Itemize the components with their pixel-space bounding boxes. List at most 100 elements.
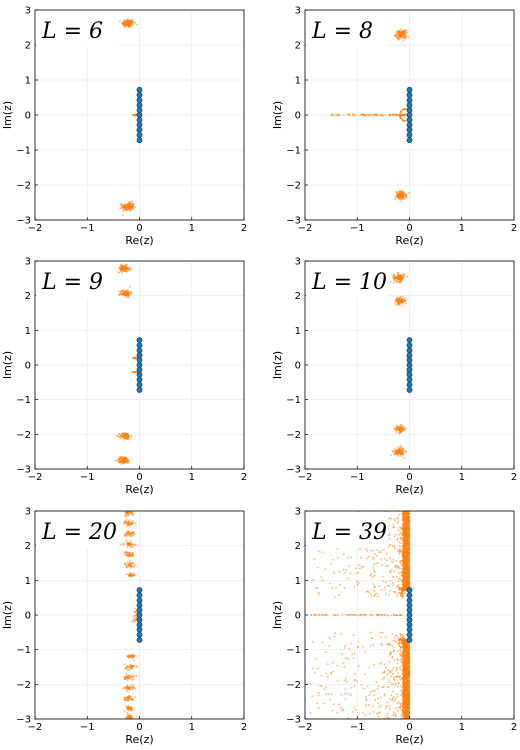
eigenvalue-point bbox=[120, 266, 122, 269]
eigenvalue-point bbox=[396, 296, 399, 299]
eigenvalue-point bbox=[122, 22, 125, 24]
eigenvalue-point bbox=[129, 715, 132, 718]
eigenvalue-point bbox=[397, 33, 399, 36]
eigenvalue-point bbox=[401, 276, 403, 279]
eigenvalue-point bbox=[126, 534, 128, 537]
eigenvalue-point bbox=[408, 569, 411, 572]
eigenvalue-point bbox=[134, 607, 136, 610]
eigenvalue-point bbox=[124, 434, 126, 437]
eigenvalue-point bbox=[129, 525, 132, 528]
eigenvalue-point bbox=[404, 569, 406, 572]
eigenvalue-point bbox=[405, 556, 408, 559]
eigenvalue-point bbox=[126, 437, 128, 440]
eigenvalue-point bbox=[130, 543, 133, 546]
y-tick-label: 3 bbox=[25, 507, 31, 518]
root-marker bbox=[406, 121, 413, 128]
eigenvalue-point bbox=[330, 114, 333, 116]
eigenvalue-point bbox=[129, 546, 132, 549]
eigenvalue-point bbox=[119, 460, 122, 463]
eigenvalue-point bbox=[127, 677, 129, 680]
eigenvalue-point bbox=[401, 108, 404, 111]
eigenvalue-point bbox=[123, 207, 126, 210]
eigenvalue-point bbox=[404, 555, 407, 557]
eigenvalue-point bbox=[395, 427, 398, 430]
root-marker bbox=[406, 132, 413, 138]
eigenvalue-point bbox=[394, 302, 396, 304]
eigenvalue-point bbox=[131, 708, 133, 710]
eigenvalue-point bbox=[372, 114, 375, 116]
eigenvalue-point bbox=[400, 32, 403, 35]
root-marker bbox=[136, 621, 143, 628]
eigenvalue-point bbox=[132, 531, 135, 534]
eigenvalue-point bbox=[130, 511, 133, 513]
eigenvalue-point bbox=[128, 688, 131, 690]
root-marker bbox=[406, 381, 413, 388]
eigenvalue-point bbox=[395, 431, 398, 434]
eigenvalue-point bbox=[394, 304, 397, 306]
eigenvalue-point bbox=[408, 573, 411, 576]
eigenvalue-point bbox=[408, 559, 411, 562]
eigenvalue-point bbox=[351, 113, 354, 115]
x-axis-label: Re(z) bbox=[395, 234, 423, 247]
eigenvalue-point bbox=[401, 194, 404, 197]
eigenvalue-point bbox=[125, 518, 128, 521]
eigenvalue-point bbox=[408, 568, 411, 570]
eigenvalue-point bbox=[399, 423, 402, 426]
root-marker bbox=[136, 616, 143, 623]
y-tick-label: 2 bbox=[25, 541, 31, 552]
root-marker bbox=[136, 607, 143, 614]
eigenvalue-point bbox=[408, 548, 410, 550]
x-tick-label: 1 bbox=[189, 223, 195, 234]
y-tick-label: −2 bbox=[16, 430, 31, 441]
eigenvalue-point bbox=[132, 565, 135, 568]
eigenvalue-point bbox=[399, 31, 401, 33]
y-axis-label: Im(z) bbox=[1, 101, 14, 129]
eigenvalue-point bbox=[135, 619, 138, 622]
eigenvalue-point bbox=[404, 567, 407, 569]
eigenvalue-point bbox=[399, 28, 402, 31]
eigenvalue-point bbox=[406, 568, 409, 571]
eigenvalue-point bbox=[127, 294, 130, 296]
title-backdrop bbox=[36, 262, 118, 298]
panel-title: L = 10 bbox=[311, 270, 387, 295]
eigenvalue-point bbox=[127, 458, 129, 461]
eigenvalue-point bbox=[132, 615, 135, 618]
eigenvalue-point bbox=[131, 114, 134, 116]
eigenvalue-point bbox=[335, 113, 338, 116]
eigenvalue-point bbox=[135, 617, 138, 619]
x-tick-label: 0 bbox=[136, 472, 142, 483]
x-tick-label: 2 bbox=[241, 722, 247, 733]
x-tick-label: −1 bbox=[350, 223, 365, 234]
eigenvalue-point bbox=[400, 192, 403, 195]
eigenvalue-point bbox=[131, 531, 134, 534]
eigenvalue-point bbox=[399, 277, 402, 279]
eigenvalue-point bbox=[400, 118, 403, 121]
eigenvalue-point bbox=[403, 450, 405, 452]
eigenvalue-point bbox=[126, 546, 129, 548]
eigenvalue-point bbox=[403, 428, 405, 431]
root-marker bbox=[406, 112, 413, 118]
eigenvalue-point bbox=[406, 529, 409, 531]
eigenvalue-point bbox=[134, 544, 137, 547]
eigenvalue-point bbox=[346, 113, 348, 116]
root-marker bbox=[136, 602, 143, 609]
root-marker bbox=[136, 117, 143, 123]
y-tick-label: 1 bbox=[25, 576, 31, 587]
root-marker bbox=[136, 357, 143, 364]
eigenvalue-point bbox=[406, 544, 409, 546]
eigenvalue-point bbox=[397, 427, 400, 430]
eigenvalue-point bbox=[406, 512, 409, 515]
eigenvalue-point bbox=[124, 293, 126, 296]
eigenvalue-point bbox=[402, 36, 405, 39]
eigenvalue-point bbox=[405, 35, 407, 38]
eigenvalue-point bbox=[399, 298, 401, 301]
eigenvalue-point bbox=[129, 654, 132, 657]
eigenvalue-point bbox=[132, 513, 135, 516]
points-group bbox=[389, 271, 413, 459]
eigenvalue-point bbox=[400, 29, 403, 32]
eigenvalue-point bbox=[133, 665, 136, 667]
y-tick-label: −2 bbox=[16, 680, 31, 691]
eigenvalue-point bbox=[125, 21, 128, 24]
root-marker bbox=[136, 126, 143, 133]
